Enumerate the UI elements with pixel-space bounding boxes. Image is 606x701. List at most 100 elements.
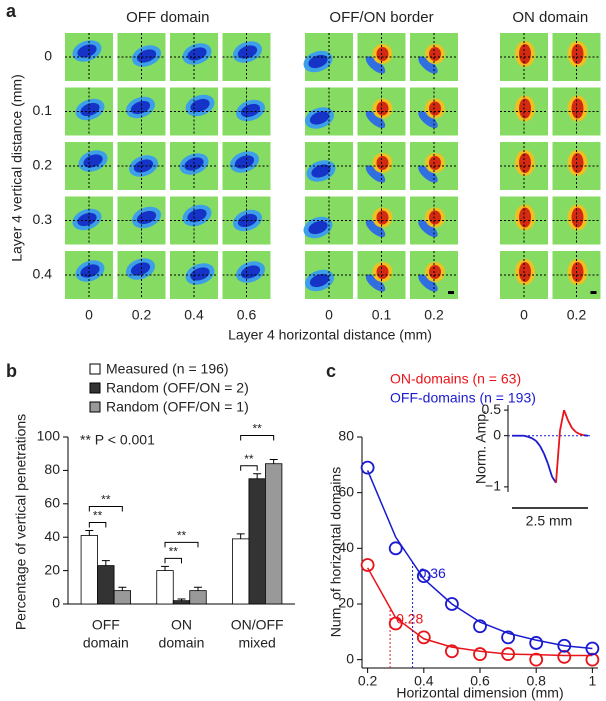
x-tick-label: 0.2 [567,307,587,323]
data-point [473,647,487,661]
x-tick-label: 0.2 [358,673,378,689]
legend-swatch [89,382,101,394]
inset-trace [579,433,585,437]
error-bar [118,586,127,591]
y-tick-label: 100 [37,428,61,444]
significance-bracket [88,522,107,528]
off-subfield [311,164,331,178]
y-tick-label: 0.4 [33,266,53,282]
significance-bracket [164,541,199,548]
inset-y-label: Norm. Amp. [473,410,489,484]
data-point [445,597,459,611]
error-bar [236,533,245,539]
x-tick-label: domain [83,635,129,651]
bar [97,565,115,605]
on-subfield [429,47,441,61]
off-subfield [365,165,386,183]
off-subfield [80,102,100,117]
bar [80,535,98,605]
x-axis-label: Horizontal dimension (mm) [396,685,563,701]
inset-y-tick-label: 0 [493,426,501,442]
x-tick-label: ON [171,617,192,633]
group-title: OFF/ON border [329,9,433,26]
off-subfield [309,273,330,288]
group-title: OFF domain [126,9,209,26]
x-tick-label: 0.2 [132,307,152,323]
data-point [501,647,515,661]
y-tick-label: 80 [44,461,60,477]
off-subfield [365,219,386,238]
on-subfield [376,210,389,225]
off-subfield [234,155,255,169]
off-subfield [83,154,103,168]
on-subfield [571,207,584,228]
data-point [585,641,600,656]
off-subfield [187,208,207,223]
off-subfield [237,45,258,59]
on-subfield [429,210,441,225]
significance-label: ** [252,422,262,436]
data-point [416,569,431,584]
off-subfield [365,110,386,129]
y-tick-label: 20 [338,595,354,611]
significance-bracket [164,557,182,564]
y-tick-label: 0.3 [33,211,53,227]
significance-bracket [88,506,123,512]
inset-y-tick-label: −1 [485,478,501,494]
inset-trace [523,434,529,438]
data-point [360,558,375,572]
bar [265,463,283,605]
inset-trace [547,463,553,477]
x-tick-label: 0.8 [526,673,546,689]
on-subfield [429,156,441,170]
error-bar [177,598,186,601]
panel-label: c [326,361,336,381]
bar [172,600,191,605]
significance-label: ** [169,545,179,559]
x-tick-label: 1 [588,673,596,689]
on-subfield [519,98,531,119]
off-subfield [365,56,386,74]
off-subfield [77,212,97,227]
y-tick-label: 40 [338,539,354,555]
x-tick-label: 0.1 [372,307,392,323]
x-tick-label: 0.4 [414,673,434,689]
annotation: ** P < 0.001 [80,432,155,448]
y-tick-label: 40 [44,528,60,544]
significance-bracket [240,465,258,471]
length-constant-label: 0.36 [419,565,446,581]
inset-trace [583,434,589,437]
on-subfield [519,207,531,228]
y-tick-label: 0.1 [33,102,53,118]
on-subfield [571,44,584,64]
x-axis-label: Layer 4 horizontal distance (mm) [228,327,432,343]
bar [156,570,174,605]
data-point [416,630,431,645]
data-point [501,630,515,645]
on-subfield [376,265,389,279]
off-subfield [418,219,438,238]
y-tick-label: 20 [44,561,60,577]
x-tick-label: domain [159,635,205,651]
significance-label: ** [93,509,103,523]
off-subfield [418,165,438,183]
on-subfield [571,98,584,119]
off-subfield [418,110,438,129]
error-bar [101,560,110,566]
x-tick-label: 0.2 [424,307,444,323]
off-subfield [418,274,438,292]
on-subfield [376,47,389,61]
data-point [557,649,572,664]
off-subfield [418,56,438,74]
error-bar [85,530,94,536]
off-subfield [190,98,210,113]
bar [248,478,266,605]
data-point [445,644,459,659]
on-subfield [571,262,584,282]
inset-trace [543,453,549,465]
legend-label: OFF-domains (n = 193) [390,390,536,406]
on-subfield [376,156,389,170]
inset-trace [531,437,537,442]
off-subfield [240,103,261,118]
